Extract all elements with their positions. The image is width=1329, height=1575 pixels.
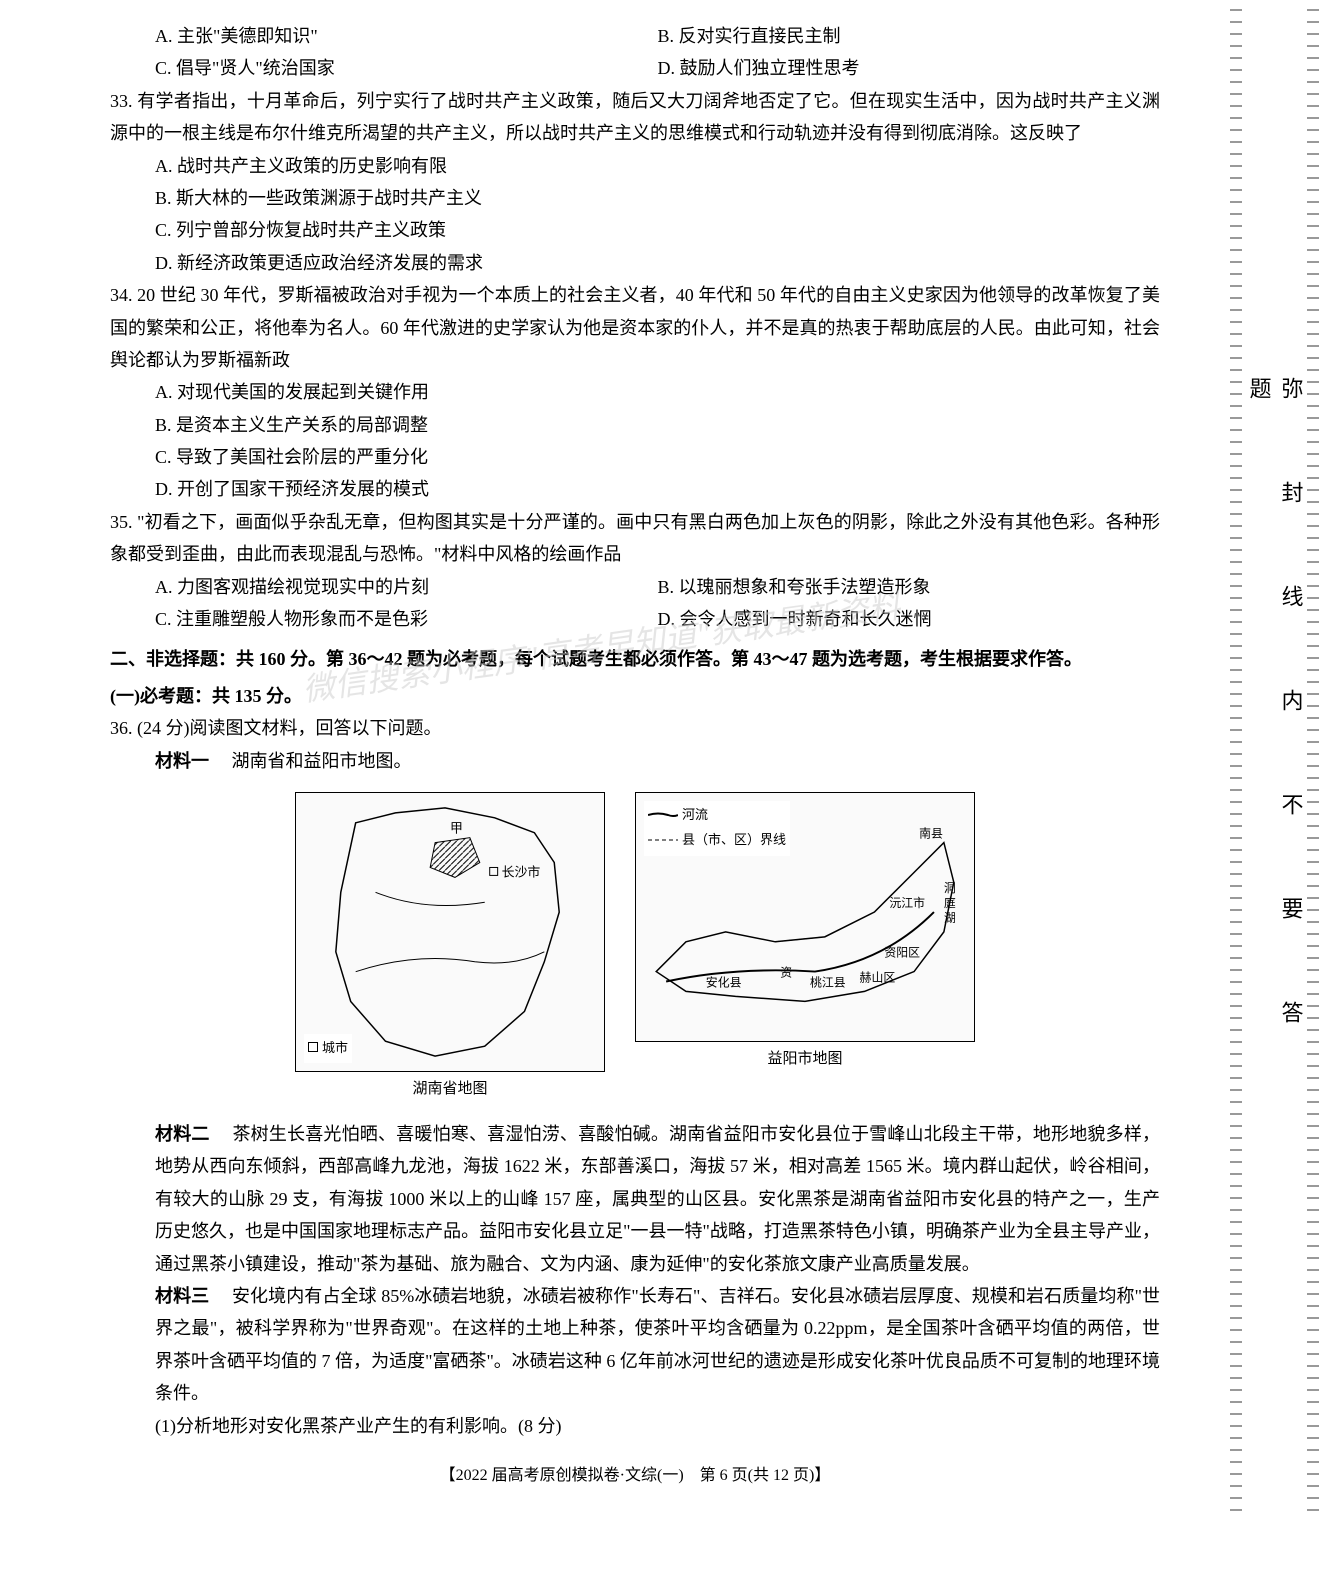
map-yuanjiang: 沅江市 bbox=[889, 896, 925, 910]
q36-material2: 材料二 茶树生长喜光怕晒、喜暖怕寒、喜湿怕涝、喜酸怕碱。湖南省益阳市安化县位于雪… bbox=[155, 1118, 1160, 1280]
q34-b: B. 是资本主义生产关系的局部调整 bbox=[155, 409, 1160, 441]
q-prev-options-row1: A. 主张"美德即知识" B. 反对实行直接民主制 bbox=[155, 20, 1160, 52]
q36-sub1: (1)分析地形对安化黑茶产业产生的有利影响。(8 分) bbox=[155, 1410, 1160, 1442]
map-jia-label: 甲 bbox=[450, 822, 463, 836]
q36-text: (24 分)阅读图文材料，回答以下问题。 bbox=[137, 718, 442, 738]
q34: 34. 20 世纪 30 年代，罗斯福被政治对手视为一个本质上的社会主义者，40… bbox=[110, 279, 1160, 376]
q34-d: D. 开创了国家干预经济发展的模式 bbox=[155, 473, 1160, 505]
option-d: D. 鼓励人们独立理性思考 bbox=[658, 52, 1161, 84]
map-left-caption: 湖南省地图 bbox=[295, 1076, 605, 1103]
q35-num: 35. bbox=[110, 512, 133, 532]
option-b: B. 反对实行直接民主制 bbox=[658, 20, 1161, 52]
legend-city-text: 城市 bbox=[322, 1036, 348, 1059]
side-margin: 弥 封 线 内 不 要 答 题 bbox=[1220, 0, 1329, 1511]
q34-text: 20 世纪 30 年代，罗斯福被政治对手视为一个本质上的社会主义者，40 年代和… bbox=[110, 285, 1160, 370]
q33-a: A. 战时共产主义政策的历史影响有限 bbox=[155, 150, 1160, 182]
material1-label: 材料一 bbox=[155, 751, 209, 771]
map-right-wrap: 南县 洞 庭 湖 沅江市 资阳区 赫山区 桃江县 安化县 资 河流 bbox=[635, 792, 975, 1103]
q36-material3: 材料三 安化境内有占全球 85%冰碛岩地貌，冰碛岩被称作"长寿石"、吉祥石。安化… bbox=[155, 1280, 1160, 1410]
material3-label: 材料三 bbox=[155, 1286, 209, 1306]
q33: 33. 有学者指出，十月革命后，列宁实行了战时共产主义政策，随后又大刀阔斧地否定… bbox=[110, 85, 1160, 150]
section2-title: 二、非选择题：共 160 分。第 36～42 题为必考题，每个试题考生都必须作答… bbox=[110, 643, 1160, 675]
q35-d: D. 会令人感到一时新奇和长久迷惘 bbox=[658, 603, 1161, 635]
q35-a: A. 力图客观描绘视觉现实中的片刻 bbox=[155, 571, 658, 603]
option-a: A. 主张"美德即知识" bbox=[155, 20, 658, 52]
q34-a: A. 对现代美国的发展起到关键作用 bbox=[155, 376, 1160, 408]
q33-c: C. 列宁曾部分恢复战时共产主义政策 bbox=[155, 214, 1160, 246]
legend-county-row: 县（市、区）界线 bbox=[648, 828, 786, 851]
city-marker-icon bbox=[308, 1042, 318, 1052]
map-anhua: 安化县 bbox=[706, 975, 742, 989]
q35-row1: A. 力图客观描绘视觉现实中的片刻 B. 以瑰丽想象和夸张手法塑造形象 bbox=[155, 571, 1160, 603]
map-container: 甲 长沙市 城市 湖南省地图 bbox=[110, 792, 1160, 1103]
map-hesan: 赫山区 bbox=[860, 970, 896, 984]
page-footer: 【2022 届高考原创模拟卷·文综(一) 第 6 页(共 12 页)】 bbox=[110, 1462, 1160, 1491]
legend-county-text: 县（市、区）界线 bbox=[682, 828, 786, 851]
q35-row2: C. 注重雕塑般人物形象而不是色彩 D. 会令人感到一时新奇和长久迷惘 bbox=[155, 603, 1160, 635]
q-prev-options-row2: C. 倡导"贤人"统治国家 D. 鼓励人们独立理性思考 bbox=[155, 52, 1160, 84]
q36: 36. (24 分)阅读图文材料，回答以下问题。 bbox=[110, 712, 1160, 744]
q33-num: 33. bbox=[110, 91, 133, 111]
q35: 35. "初看之下，画面似乎杂乱无章，但构图其实是十分严谨的。画中只有黑白两色加… bbox=[110, 506, 1160, 571]
hunan-legend: 城市 bbox=[304, 1034, 352, 1063]
q36-material1: 材料一 湖南省和益阳市地图。 bbox=[155, 745, 1160, 777]
q33-d: D. 新经济政策更适应政治经济发展的需求 bbox=[155, 247, 1160, 279]
q35-c: C. 注重雕塑般人物形象而不是色彩 bbox=[155, 603, 658, 635]
q34-num: 34. bbox=[110, 285, 133, 305]
map-zi: 资 bbox=[780, 966, 792, 980]
map-ziyang: 资阳区 bbox=[884, 946, 920, 960]
map-dongting2: 庭 bbox=[944, 896, 956, 910]
map-dongting1: 洞 bbox=[944, 881, 956, 895]
map-right-caption: 益阳市地图 bbox=[635, 1046, 975, 1073]
legend-river-row: 河流 bbox=[648, 803, 786, 826]
q33-text: 有学者指出，十月革命后，列宁实行了战时共产主义政策，随后又大刀阔斧地否定了它。但… bbox=[110, 91, 1160, 143]
material2-label: 材料二 bbox=[155, 1124, 210, 1144]
seal-line-text: 弥 封 线 内 不 要 答 题 bbox=[1243, 378, 1307, 1133]
hunan-map-svg: 甲 长沙市 bbox=[296, 793, 604, 1071]
map-nanxian: 南县 bbox=[919, 827, 943, 841]
hunan-map: 甲 长沙市 城市 bbox=[295, 792, 605, 1072]
q35-text: "初看之下，画面似乎杂乱无章，但构图其实是十分严谨的。画中只有黑白两色加上灰色的… bbox=[110, 512, 1160, 564]
map-taojiang: 桃江县 bbox=[810, 975, 846, 989]
map-dongting3: 湖 bbox=[944, 911, 956, 925]
q33-b: B. 斯大林的一些政策渊源于战时共产主义 bbox=[155, 182, 1160, 214]
option-c: C. 倡导"贤人"统治国家 bbox=[155, 52, 658, 84]
q36-num: 36. bbox=[110, 718, 133, 738]
yiyang-legend: 河流 县（市、区）界线 bbox=[644, 801, 790, 856]
q34-c: C. 导致了美国社会阶层的严重分化 bbox=[155, 441, 1160, 473]
legend-river-text: 河流 bbox=[682, 803, 708, 826]
section2-sub: (一)必考题：共 135 分。 bbox=[110, 680, 1160, 712]
material2-text: 茶树生长喜光怕晒、喜暖怕寒、喜湿怕涝、喜酸怕碱。湖南省益阳市安化县位于雪峰山北段… bbox=[155, 1124, 1160, 1274]
material1-text: 湖南省和益阳市地图。 bbox=[232, 751, 412, 771]
legend-city-row: 城市 bbox=[308, 1036, 348, 1059]
yiyang-map: 南县 洞 庭 湖 沅江市 资阳区 赫山区 桃江县 安化县 资 河流 bbox=[635, 792, 975, 1042]
material3-text: 安化境内有占全球 85%冰碛岩地貌，冰碛岩被称作"长寿石"、吉祥石。安化县冰碛岩… bbox=[155, 1286, 1160, 1403]
main-content: A. 主张"美德即知识" B. 反对实行直接民主制 C. 倡导"贤人"统治国家 … bbox=[0, 0, 1220, 1511]
map-left-wrap: 甲 长沙市 城市 湖南省地图 bbox=[295, 792, 605, 1103]
map-changsha-label: 长沙市 bbox=[502, 864, 541, 879]
q35-b: B. 以瑰丽想象和夸张手法塑造形象 bbox=[658, 571, 1161, 603]
